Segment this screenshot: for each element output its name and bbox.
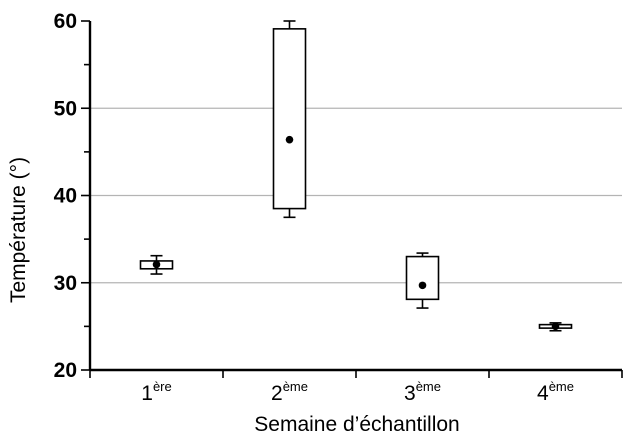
- box-4: [538, 322, 573, 332]
- boxes: [139, 20, 573, 332]
- y-tick-label: 40: [54, 185, 77, 208]
- axes: 20 30 40 50 60 1ère 2ème 3ème 4ème: [54, 10, 623, 405]
- y-tick-label: 30: [54, 272, 77, 295]
- y-tick-label: 50: [54, 97, 77, 120]
- x-tick-label: 4ème: [537, 379, 574, 405]
- x-axis-title: Semaine d’échantillon: [254, 413, 459, 436]
- box-3: [405, 252, 440, 309]
- box-1: [139, 254, 174, 275]
- median-point: [418, 281, 427, 290]
- y-tick-label: 60: [54, 10, 77, 33]
- x-tick-label: 2ème: [271, 379, 308, 405]
- x-tick-label: 3ème: [404, 379, 441, 405]
- median-point: [551, 322, 560, 331]
- gridlines: [90, 107, 622, 284]
- median-point: [152, 260, 161, 269]
- y-tick-label: 20: [54, 359, 77, 382]
- x-tick-label: 1ère: [141, 379, 171, 405]
- y-axis-title: Température (°): [7, 157, 30, 303]
- box-2: [272, 20, 307, 219]
- box-iqr: [405, 255, 440, 301]
- box-iqr: [272, 28, 307, 210]
- median-point: [285, 135, 294, 144]
